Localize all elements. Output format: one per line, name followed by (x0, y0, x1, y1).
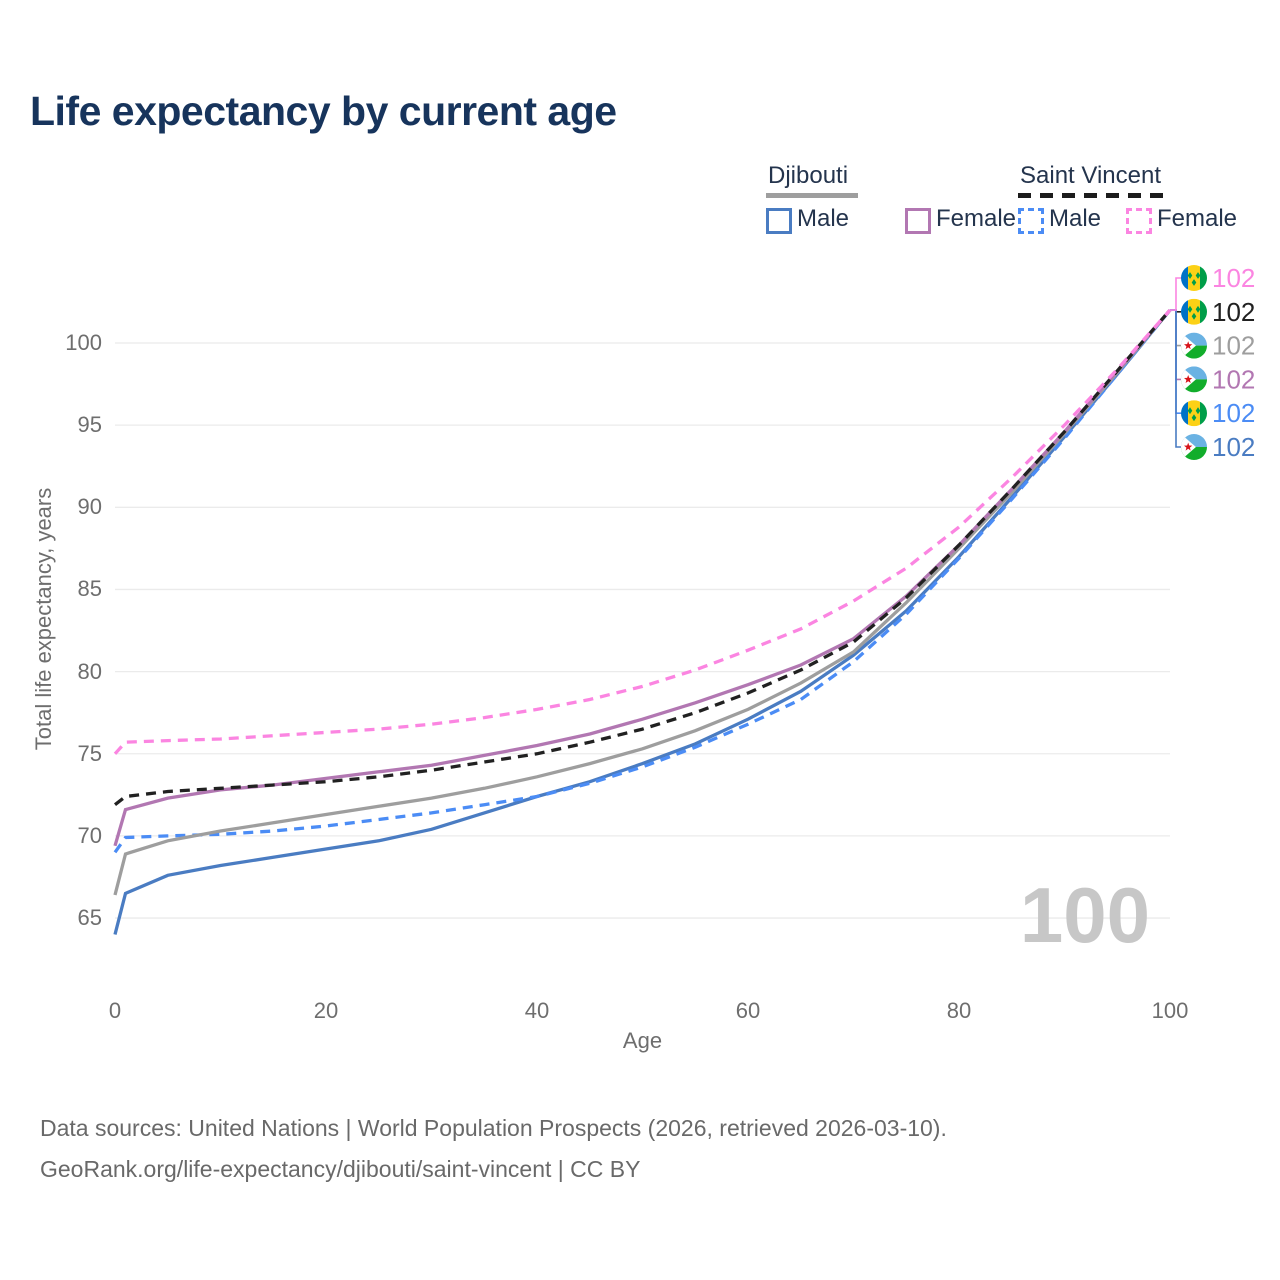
end-label-connector (1170, 309, 1181, 448)
x-tick-label: 40 (524, 998, 550, 1023)
djibouti-flag-icon (1181, 434, 1207, 460)
djibouti-flag-icon (1181, 366, 1207, 393)
y-tick-label: 95 (77, 412, 102, 438)
end-label-value-sv_total: 102 (1212, 297, 1255, 327)
x-axis-title: Age (622, 1028, 663, 1053)
x-tick-label: 80 (946, 998, 972, 1023)
y-tick-label: 80 (77, 658, 102, 684)
x-tick-label: 0 (108, 998, 122, 1023)
footer-data-sources: Data sources: United Nations | World Pop… (40, 1115, 947, 1141)
series-line-sv_total[interactable] (113, 309, 1172, 807)
legend-label-djibouti-male[interactable]: Male (797, 205, 850, 232)
end-label-connector (1170, 277, 1181, 311)
end-label-value-sv_male: 102 (1212, 398, 1255, 428)
legend-label-saint-vincent-male[interactable]: Male (1049, 205, 1102, 232)
saint-vincent-flag-icon (1181, 298, 1207, 325)
legend-djibouti-line-swatch (766, 193, 858, 198)
legend-group-djibouti-title[interactable]: Djibouti (768, 162, 849, 189)
legend-label-saint-vincent-female[interactable]: Female (1157, 205, 1238, 232)
legend-saint-vincent-line-swatch (1018, 193, 1170, 198)
y-tick-label: 90 (77, 494, 102, 520)
series-line-dj_male[interactable] (113, 309, 1172, 935)
footer: Data sources: United Nations | World Pop… (40, 1108, 947, 1190)
end-label-value-dj_total: 102 (1212, 331, 1255, 361)
legend-checkbox-saint-vincent-female[interactable] (1126, 208, 1152, 234)
legend-checkbox-djibouti-female[interactable] (905, 208, 931, 234)
legend-checkbox-djibouti-male[interactable] (766, 208, 792, 234)
saint-vincent-flag-icon (1181, 400, 1207, 427)
y-tick-label: 100 (65, 330, 102, 355)
page-title: Life expectancy by current age (30, 88, 617, 134)
series-line-sv_female[interactable] (113, 309, 1172, 755)
series-line-sv_male[interactable] (113, 309, 1172, 854)
legend-label-djibouti-female[interactable]: Female (936, 205, 1017, 232)
djibouti-flag-icon (1181, 332, 1207, 359)
x-tick-label: 20 (313, 998, 339, 1023)
end-label-value-dj_male: 102 (1212, 432, 1255, 462)
saint-vincent-flag-icon (1181, 265, 1207, 291)
y-tick-label: 75 (77, 740, 102, 766)
legend-checkbox-saint-vincent-male[interactable] (1018, 208, 1044, 234)
legend-group-saint-vincent-title[interactable]: Saint Vincent (1020, 162, 1161, 189)
y-tick-label: 85 (77, 576, 102, 602)
x-tick-label: 60 (735, 998, 761, 1023)
y-tick-label: 70 (77, 822, 102, 848)
end-label-value-dj_female: 102 (1212, 364, 1255, 394)
end-label-value-sv_female: 102 (1212, 263, 1255, 293)
footer-attribution: GeoRank.org/life-expectancy/djibouti/sai… (40, 1156, 641, 1182)
x-tick-label: 100 (1151, 998, 1189, 1023)
y-axis-title: Total life expectancy, years (31, 487, 56, 751)
series-line-dj_total[interactable] (113, 309, 1172, 896)
series-line-dj_female[interactable] (113, 309, 1172, 847)
y-tick-label: 65 (77, 905, 102, 931)
age-watermark: 100 (1019, 871, 1150, 959)
